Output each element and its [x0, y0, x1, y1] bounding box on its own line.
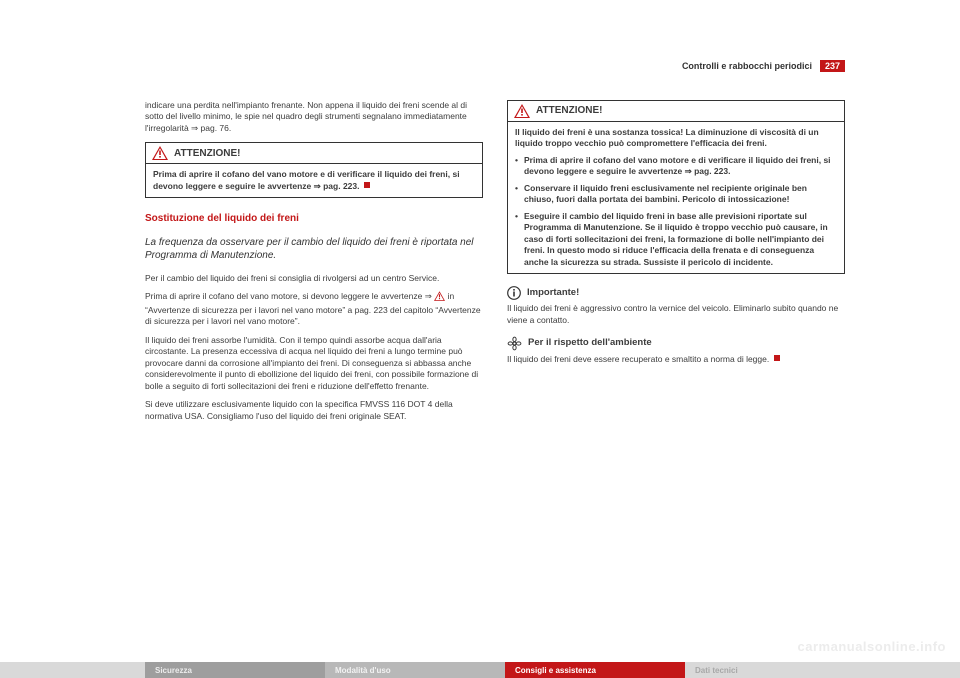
footer-tab-sicurezza: Sicurezza: [145, 662, 325, 678]
warning-body: Prima di aprire il cofano del vano motor…: [146, 164, 482, 197]
right-column: ATTENZIONE! Il liquido dei freni è una s…: [507, 100, 845, 429]
warning-text: Prima di aprire il cofano del vano motor…: [153, 169, 460, 190]
two-column-layout: indicare una perdita nell'impianto frena…: [145, 100, 845, 429]
warning-bullet: Conservare il liquido freni esclusivamen…: [515, 183, 837, 206]
footer-tab-consigli: Consigli e assistenza: [505, 662, 685, 678]
page-content: Controlli e rabbocchi periodici 237 indi…: [145, 60, 845, 600]
footer-spacer: [0, 662, 145, 678]
running-head: Controlli e rabbocchi periodici: [682, 61, 812, 71]
warning-box-right: ATTENZIONE! Il liquido dei freni è una s…: [507, 100, 845, 274]
text-fragment: Il liquido dei freni deve essere recuper…: [507, 354, 769, 364]
environment-label: Per il rispetto dell'ambiente: [528, 337, 652, 350]
footer-tabs: Sicurezza Modalità d'uso Consigli e assi…: [0, 662, 960, 678]
text-fragment: Prima di aprire il cofano del vano motor…: [524, 155, 837, 178]
important-body: Il liquido dei freni è aggressivo contro…: [507, 303, 845, 326]
footer-tab-modalita: Modalità d'uso: [325, 662, 505, 678]
warning-body: Il liquido dei freni è una sostanza toss…: [508, 122, 844, 273]
watermark: carmanualsonline.info: [798, 639, 946, 654]
warning-head: ATTENZIONE!: [146, 143, 482, 164]
page-header: Controlli e rabbocchi periodici 237: [145, 60, 845, 72]
text-fragment: Conservare il liquido freni esclusivamen…: [524, 183, 837, 206]
body-paragraph: Per il cambio del liquido dei freni si c…: [145, 273, 483, 284]
text-fragment: Eseguire il cambio del liquido freni in …: [524, 211, 837, 268]
body-paragraph: Prima di aprire il cofano del vano motor…: [145, 291, 483, 327]
warning-triangle-icon: [514, 104, 530, 118]
warning-box-left: ATTENZIONE! Prima di aprire il cofano de…: [145, 142, 483, 198]
environment-body: Il liquido dei freni deve essere recuper…: [507, 354, 845, 365]
text-fragment: Prima di aprire il cofano del vano motor…: [145, 291, 434, 301]
warning-bullet: Eseguire il cambio del liquido freni in …: [515, 211, 837, 268]
page-number: 237: [820, 60, 845, 72]
important-note-head: Importante!: [507, 286, 845, 300]
environment-note-head: Per il rispetto dell'ambiente: [507, 336, 845, 351]
warning-bullet: Prima di aprire il cofano del vano motor…: [515, 155, 837, 178]
left-column: indicare una perdita nell'impianto frena…: [145, 100, 483, 429]
important-label: Importante!: [527, 287, 579, 300]
warning-paragraph: Il liquido dei freni è una sostanza toss…: [515, 127, 837, 150]
warning-triangle-icon: [152, 146, 168, 160]
section-title: Sostituzione del liquido dei freni: [145, 212, 483, 226]
intro-paragraph: indicare una perdita nell'impianto frena…: [145, 100, 483, 134]
body-paragraph: Il liquido dei freni assorbe l'umidità. …: [145, 335, 483, 392]
warning-triangle-icon: [434, 291, 445, 304]
flower-icon: [507, 336, 522, 351]
warning-head: ATTENZIONE!: [508, 101, 844, 122]
body-paragraph: Si deve utilizzare esclusivamente liquid…: [145, 399, 483, 422]
info-circle-icon: [507, 286, 521, 300]
end-square-icon: [364, 182, 370, 188]
warning-label: ATTENZIONE!: [174, 147, 240, 161]
end-square-icon: [774, 355, 780, 361]
section-subtitle: La frequenza da osservare per il cambio …: [145, 236, 483, 263]
footer-tab-dati: Dati tecnici: [685, 662, 960, 678]
warning-label: ATTENZIONE!: [536, 104, 602, 118]
